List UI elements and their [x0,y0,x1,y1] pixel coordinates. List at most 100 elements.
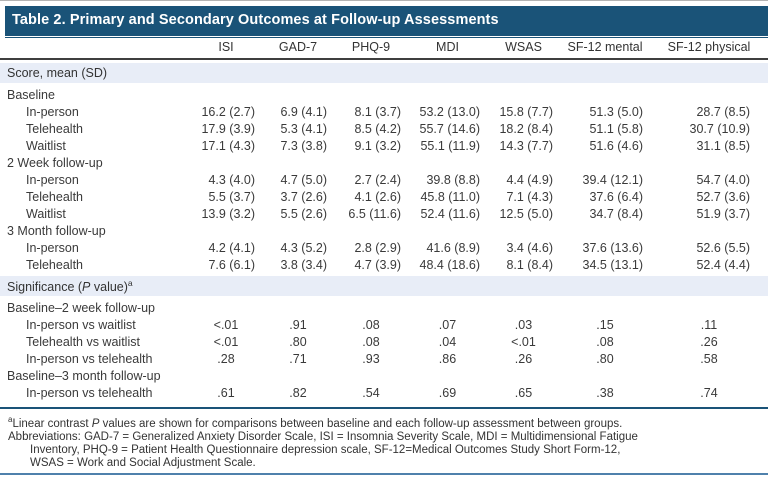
column-header-row: ISI GAD-7 PHQ-9 MDI WSAS SF-12 mental SF… [0,38,768,60]
value-cell: 4.3 (5.2) [280,240,327,255]
bottom-divider [0,472,768,475]
value-cell: 4.7 (5.0) [280,172,327,187]
column-header-phq9: PHQ-9 [334,38,408,60]
value-cell: .38 [596,385,614,400]
table-row: In-person 4.2 (4.1) 4.3 (5.2) 2.8 (2.9) 41.6… [0,239,768,256]
outcomes-table: ISI GAD-7 PHQ-9 MDI WSAS SF-12 mental SF… [0,38,768,401]
value-cell: 3.4 (4.6) [506,240,553,255]
row-label: Telehealth [26,121,83,136]
value-cell: 7.3 (3.8) [280,138,327,153]
row-label: Telehealth [26,257,83,272]
value-cell: .65 [514,385,533,400]
value-cell: 48.4 (18.6) [419,257,480,272]
column-header-isi: ISI [190,38,262,60]
value-cell: <.01 [213,317,239,332]
column-header-wsas: WSAS [487,38,560,60]
value-cell: 5.5 (2.6) [280,206,327,221]
value-cell: .74 [700,385,718,400]
value-cell: .93 [362,351,380,366]
value-cell: .61 [217,385,235,400]
section-band-label: Score, mean (SD) [0,60,768,86]
column-header-sf12-mental: SF-12 mental [560,38,650,60]
value-cell: 8.1 (3.7) [354,104,401,119]
value-cell: 34.5 (13.1) [582,257,643,272]
value-cell: .04 [438,334,457,349]
value-cell: .28 [217,351,235,366]
value-cell: 55.7 (14.6) [419,121,480,136]
table-row: 3 Month follow-up [0,222,768,239]
table-row: In-person 16.2 (2.7) 6.9 (4.1) 8.1 (3.7) 53.… [0,103,768,120]
value-cell: .08 [362,334,380,349]
value-cell: 37.6 (13.6) [582,240,643,255]
table-row: In-person 4.3 (4.0) 4.7 (5.0) 2.7 (2.4) 39.8… [0,171,768,188]
section-band-label: Significance (P value)a [0,273,768,299]
section-band-row: Score, mean (SD) [0,60,768,86]
row-label: Telehealth vs waitlist [26,334,140,349]
table-row: Waitlist 17.1 (4.3) 7.3 (3.8) 9.1 (3.2) 55.1… [0,137,768,154]
value-cell: .86 [438,351,457,366]
value-cell: 3.8 (3.4) [280,257,327,272]
value-cell: .80 [289,334,307,349]
value-cell: 4.7 (3.9) [354,257,401,272]
value-cell: 52.6 (5.5) [696,240,750,255]
table-row: Baseline–3 month follow-up [0,367,768,384]
column-header-mdi: MDI [408,38,487,60]
table-title: Table 2. Primary and Secondary Outcomes … [12,12,499,28]
value-cell: .26 [514,351,533,366]
table-row: Telehealth vs waitlist <.01 .80 .08 .04 <.01.… [0,333,768,350]
row-label: Baseline–2 week follow-up [7,300,156,315]
column-header-empty [0,38,190,60]
value-cell: .15 [596,317,614,332]
value-cell: 4.4 (4.9) [506,172,553,187]
table-row: Waitlist 13.9 (3.2) 5.5 (2.6) 6.5 (11.6) 52.… [0,205,768,222]
value-cell: 39.8 (8.8) [426,172,480,187]
value-cell: 8.5 (4.2) [354,121,401,136]
value-cell: .08 [362,317,380,332]
value-cell: 51.6 (4.6) [589,138,643,153]
value-cell: 53.2 (13.0) [419,104,480,119]
value-cell: 3.7 (2.6) [280,189,327,204]
top-divider [0,0,768,1]
abbreviations-line: Inventory, PHQ-9 = Patient Health Questi… [30,443,621,456]
value-cell: .71 [289,351,307,366]
row-label: Baseline–3 month follow-up [7,368,161,383]
value-cell: 13.9 (3.2) [201,206,255,221]
value-cell: 55.1 (11.9) [420,138,480,153]
table-row: In-person vs telehealth .28 .71 .93 .86 .26 .8… [0,350,768,367]
row-label: Waitlist [26,206,66,221]
footnote-divider [0,407,768,409]
column-header-gad7: GAD-7 [262,38,334,60]
value-cell: 52.7 (3.6) [696,189,750,204]
value-cell: 17.9 (3.9) [201,121,255,136]
value-cell: 15.8 (7.7) [499,104,553,119]
value-cell: .07 [438,317,457,332]
abbreviations-line: Abbreviations: GAD-7 = Generalized Anxie… [8,430,638,443]
table-row: Baseline [0,86,768,103]
table-row: Telehealth 5.5 (3.7) 3.7 (2.6) 4.1 (2.6) 45.… [0,188,768,205]
table-row: 2 Week follow-up [0,154,768,171]
value-cell: .03 [514,317,533,332]
value-cell: 6.9 (4.1) [280,104,327,119]
value-cell: 51.1 (5.8) [589,121,643,136]
value-cell: 5.5 (3.7) [208,189,255,204]
value-cell: 34.7 (8.4) [589,206,643,221]
value-cell: .26 [700,334,718,349]
value-cell: 7.1 (4.3) [506,189,553,204]
table-row: In-person vs waitlist <.01 .91 .08 .07 .03 .15… [0,316,768,333]
value-cell: 54.7 (4.0) [696,172,750,187]
row-label: In-person [26,240,79,255]
value-cell: .11 [700,317,718,332]
value-cell: 51.9 (3.7) [696,206,750,221]
value-cell: .80 [596,351,614,366]
value-cell: 37.6 (6.4) [589,189,643,204]
value-cell: 9.1 (3.2) [354,138,401,153]
value-cell: 5.3 (4.1) [280,121,327,136]
section-band-row: Significance (P value)a [0,273,768,299]
value-cell: 41.6 (8.9) [426,240,480,255]
value-cell: 17.1 (4.3) [201,138,255,153]
row-label: Baseline [7,87,55,102]
value-cell: 4.3 (4.0) [208,172,255,187]
value-cell: 28.7 (8.5) [696,104,750,119]
table-row: In-person vs telehealth .61 .82 .54 .69 .65 .3… [0,384,768,401]
value-cell: 39.4 (12.1) [582,172,643,187]
